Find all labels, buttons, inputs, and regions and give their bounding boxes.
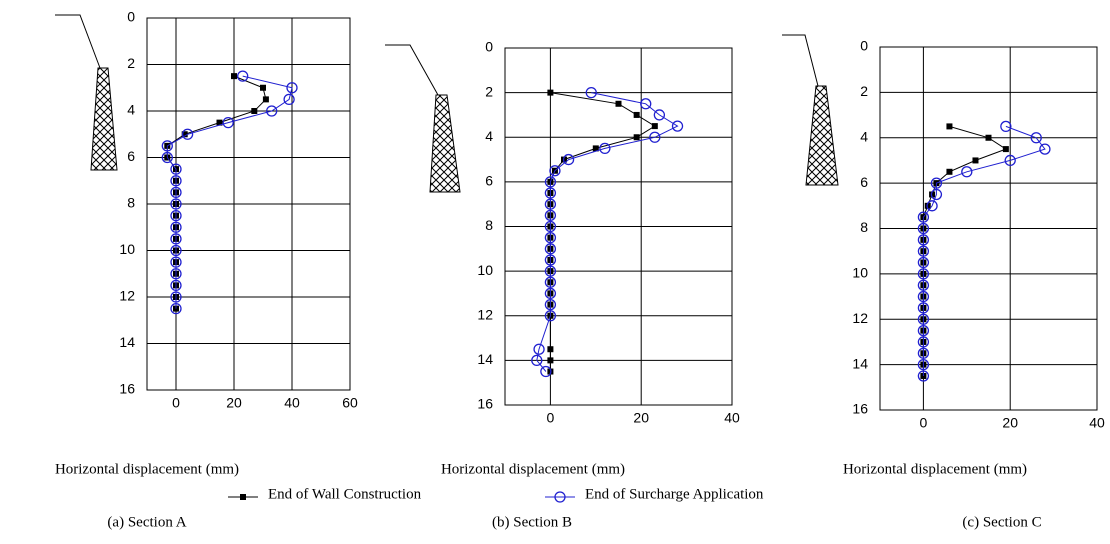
data-point	[634, 134, 640, 140]
series-line	[923, 126, 1006, 376]
y-tick-label: 4	[127, 102, 135, 118]
data-point	[972, 157, 978, 163]
x-tick-label: 20	[226, 395, 242, 411]
data-point	[547, 357, 553, 363]
caption: (a) Section A	[107, 514, 186, 530]
y-tick-label: 14	[477, 351, 493, 367]
data-point	[547, 90, 553, 96]
y-tick-label: 4	[485, 128, 493, 144]
y-tick-label: 12	[477, 306, 493, 322]
x-tick-label: 20	[1002, 415, 1018, 431]
y-tick-label: 0	[127, 9, 135, 25]
x-axis-label: Horizontal displacement (mm)	[843, 461, 1027, 477]
figure: 02040600246810121416Horizontal displacem…	[0, 0, 1110, 544]
y-tick-label: 8	[860, 219, 868, 235]
data-point	[946, 123, 952, 129]
data-point	[260, 85, 266, 91]
y-tick-label: 16	[119, 381, 135, 397]
y-tick-label: 10	[477, 262, 493, 278]
y-tick-label: 14	[852, 355, 868, 371]
x-tick-label: 0	[920, 415, 928, 431]
data-point	[251, 108, 257, 114]
y-tick-label: 2	[860, 83, 868, 99]
legend-label: End of Surcharge Application	[585, 486, 764, 502]
y-tick-label: 6	[860, 174, 868, 190]
series-line	[923, 126, 1045, 376]
y-tick-label: 12	[852, 310, 868, 326]
x-axis-label: Horizontal displacement (mm)	[55, 461, 239, 477]
x-tick-label: 20	[633, 410, 649, 426]
caption: (b) Section B	[492, 514, 572, 530]
y-tick-label: 6	[485, 173, 493, 189]
y-tick-label: 14	[119, 334, 135, 350]
y-tick-label: 0	[485, 39, 493, 55]
y-tick-label: 16	[477, 396, 493, 412]
x-tick-label: 40	[1089, 415, 1105, 431]
legend-marker	[240, 494, 246, 500]
y-tick-label: 2	[485, 83, 493, 99]
data-point	[231, 73, 237, 79]
data-point	[652, 123, 658, 129]
y-tick-label: 10	[119, 241, 135, 257]
y-tick-label: 10	[852, 265, 868, 281]
x-tick-label: 0	[547, 410, 555, 426]
x-axis-label: Horizontal displacement (mm)	[441, 461, 625, 477]
y-tick-label: 4	[860, 128, 868, 144]
y-tick-label: 6	[127, 148, 135, 164]
caption: (c) Section C	[962, 514, 1041, 530]
y-tick-label: 2	[127, 55, 135, 71]
data-point	[986, 135, 992, 141]
series-line	[537, 93, 678, 372]
legend-label: End of Wall Construction	[268, 486, 422, 502]
data-point	[616, 101, 622, 107]
y-tick-label: 8	[127, 195, 135, 211]
y-tick-label: 8	[485, 217, 493, 233]
x-tick-label: 60	[342, 395, 358, 411]
y-tick-label: 0	[860, 38, 868, 54]
x-tick-label: 40	[724, 410, 740, 426]
data-point	[1001, 121, 1011, 131]
x-tick-label: 40	[284, 395, 300, 411]
data-point	[946, 169, 952, 175]
y-tick-label: 16	[852, 401, 868, 417]
data-point	[263, 96, 269, 102]
y-tick-label: 12	[119, 288, 135, 304]
data-point	[1003, 146, 1009, 152]
x-tick-label: 0	[172, 395, 180, 411]
data-point	[547, 346, 553, 352]
data-point	[634, 112, 640, 118]
